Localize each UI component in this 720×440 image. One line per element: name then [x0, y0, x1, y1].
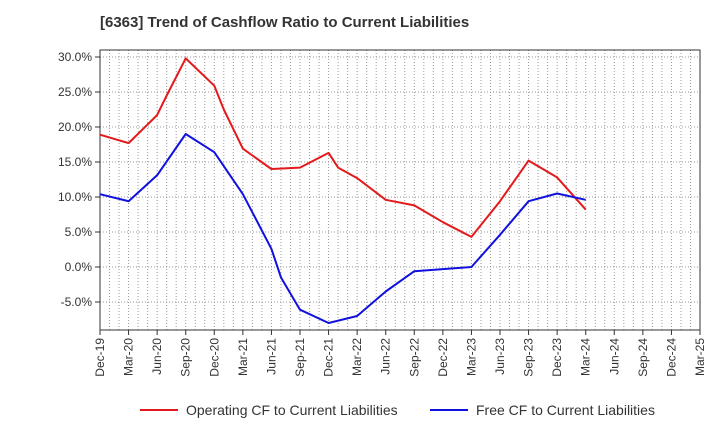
- x-tick-label: Dec-21: [322, 338, 336, 377]
- series-line-operating-cf: [99, 57, 587, 238]
- chart-title: [6363] Trend of Cashflow Ratio to Curren…: [100, 14, 470, 31]
- x-tick-label: Sep-20: [179, 338, 193, 377]
- legend-item-free-cf: Free CF to Current Liabilities: [430, 402, 655, 418]
- legend-swatch-operating-cf: [140, 409, 178, 411]
- y-tick-label: 25.0%: [58, 85, 92, 99]
- x-tick-label: Sep-24: [636, 338, 650, 377]
- legend: Operating CF to Current Liabilities Free…: [0, 402, 720, 426]
- x-tick-label: Sep-21: [293, 338, 307, 377]
- y-tick-label: 15.0%: [58, 155, 92, 169]
- y-tick-label: 30.0%: [58, 50, 92, 64]
- x-tick-label: Dec-24: [664, 338, 678, 377]
- y-tick-label: 5.0%: [65, 225, 93, 239]
- legend-item-operating-cf: Operating CF to Current Liabilities: [140, 402, 398, 418]
- series-line-free-cf: [99, 133, 586, 324]
- x-tick-label: Mar-24: [579, 338, 593, 376]
- x-tick-label: Mar-20: [122, 338, 136, 376]
- x-tick-label: Jun-20: [150, 338, 164, 375]
- x-tick-label: Mar-23: [464, 338, 478, 376]
- x-tick-label: Jun-21: [264, 338, 278, 375]
- x-tick-label: Dec-19: [93, 338, 107, 377]
- legend-swatch-free-cf: [430, 409, 468, 411]
- series-layer: [99, 57, 587, 324]
- legend-label-free-cf: Free CF to Current Liabilities: [476, 402, 655, 418]
- x-tick-label: Dec-22: [436, 338, 450, 377]
- x-tick-label: Jun-22: [379, 338, 393, 375]
- y-tick-label: 20.0%: [58, 120, 92, 134]
- legend-label-operating-cf: Operating CF to Current Liabilities: [186, 402, 398, 418]
- x-tick-label: Dec-23: [550, 338, 564, 377]
- plot-frame: [99, 49, 701, 331]
- grid-layer: [100, 50, 700, 330]
- x-tick-label: Mar-22: [350, 338, 364, 376]
- x-tick-label: Mar-21: [236, 338, 250, 376]
- x-tick-label: Dec-20: [207, 338, 221, 377]
- y-tick-label: 10.0%: [58, 190, 92, 204]
- x-tick-label: Jun-23: [493, 338, 507, 375]
- x-tick-label: Jun-24: [607, 338, 621, 375]
- y-tick-label: -5.0%: [61, 295, 93, 309]
- x-tick-label: Sep-22: [407, 338, 421, 377]
- x-tick-label: Mar-25: [693, 338, 707, 376]
- x-tick-label: Sep-23: [522, 338, 536, 377]
- y-tick-label: 0.0%: [65, 260, 93, 274]
- tick-layer: 30.0% 25.0% 20.0% 15.0% 10.0% 5.0% 0.0% -5.0% De…: [58, 50, 707, 377]
- axis-layer: [95, 49, 701, 335]
